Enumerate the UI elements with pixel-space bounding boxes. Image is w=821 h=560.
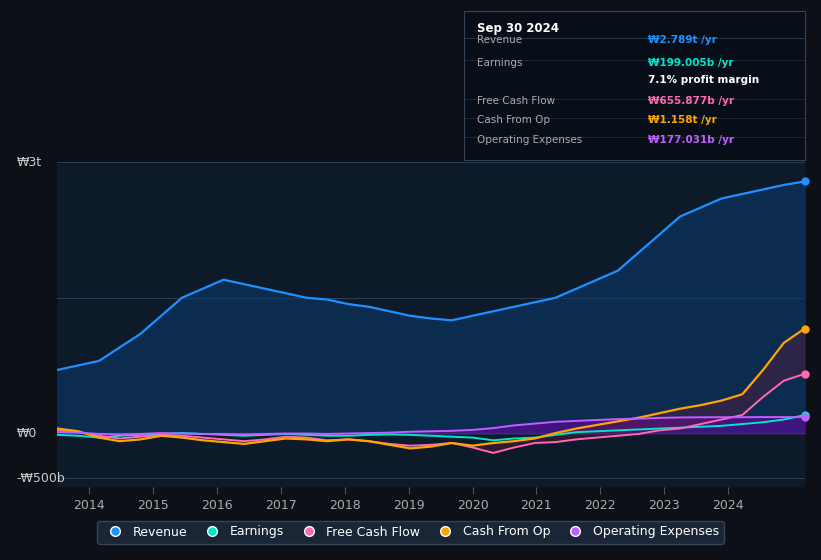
Text: ₩199.005b /yr: ₩199.005b /yr [648,58,733,68]
Text: Free Cash Flow: Free Cash Flow [478,96,556,106]
Text: ₩3t: ₩3t [16,156,42,169]
Text: Cash From Op: Cash From Op [478,115,551,125]
Text: ₩177.031b /yr: ₩177.031b /yr [648,135,734,145]
Text: Operating Expenses: Operating Expenses [478,135,583,145]
Text: -₩500b: -₩500b [16,472,65,484]
Text: ₩2.789t /yr: ₩2.789t /yr [648,35,717,45]
Text: 7.1% profit margin: 7.1% profit margin [648,76,759,86]
Text: Sep 30 2024: Sep 30 2024 [478,22,559,35]
Text: Revenue: Revenue [478,35,523,45]
Legend: Revenue, Earnings, Free Cash Flow, Cash From Op, Operating Expenses: Revenue, Earnings, Free Cash Flow, Cash … [97,520,724,544]
Text: ₩0: ₩0 [16,427,37,440]
Text: Earnings: Earnings [478,58,523,68]
Text: ₩655.877b /yr: ₩655.877b /yr [648,96,734,106]
Text: ₩1.158t /yr: ₩1.158t /yr [648,115,717,125]
